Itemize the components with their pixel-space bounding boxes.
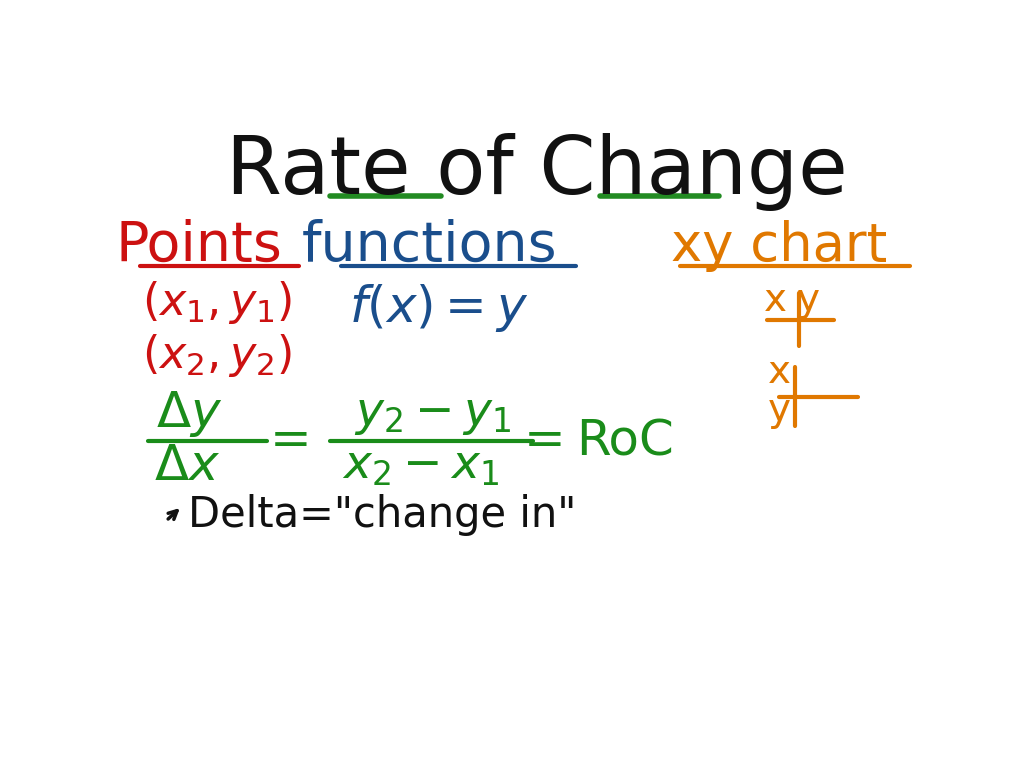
Text: Points: Points	[116, 219, 283, 273]
Text: xy chart: xy chart	[671, 220, 887, 272]
Text: =: =	[523, 417, 565, 465]
Text: $x_2-x_1$: $x_2-x_1$	[342, 443, 500, 488]
Text: $(x_1,y_1)$: $(x_1,y_1)$	[142, 279, 293, 326]
Text: $f(x)=y$: $f(x)=y$	[348, 282, 528, 334]
Text: $\Delta x$: $\Delta x$	[155, 442, 220, 490]
Text: Delta="change in": Delta="change in"	[187, 494, 575, 536]
Text: $(x_2,y_2)$: $(x_2,y_2)$	[142, 332, 293, 379]
Text: x: x	[764, 281, 787, 319]
Text: y: y	[768, 392, 792, 429]
Text: y: y	[797, 281, 819, 319]
Text: functions: functions	[302, 219, 557, 273]
Text: =: =	[269, 417, 311, 465]
Text: Rate of Change: Rate of Change	[226, 133, 848, 211]
Text: x: x	[768, 353, 792, 392]
Text: $\Delta y$: $\Delta y$	[156, 389, 222, 439]
Text: RoC: RoC	[577, 417, 674, 465]
Text: $y_2-y_1$: $y_2-y_1$	[354, 392, 511, 437]
